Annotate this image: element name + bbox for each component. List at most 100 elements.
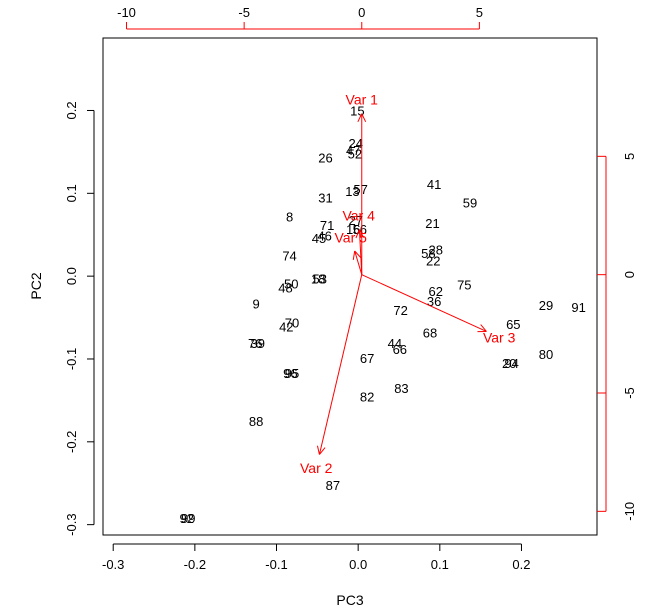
arrow-head <box>361 113 367 123</box>
point-label: 91 <box>571 300 585 315</box>
point-label: 9 <box>252 296 259 311</box>
y-tick-label: -0.2 <box>64 431 79 453</box>
variable-label: Var 5 <box>334 230 367 246</box>
point-label: 94 <box>504 356 518 371</box>
point-label: 67 <box>360 351 374 366</box>
point-label: 75 <box>457 277 471 292</box>
point-label: 82 <box>360 389 374 404</box>
point-label: 39 <box>250 336 264 351</box>
right-tick-label: -5 <box>622 387 637 399</box>
point-label: 22 <box>426 253 440 268</box>
point-label: 13 <box>345 184 359 199</box>
point-label: 95 <box>285 366 299 381</box>
point-label: 24 <box>348 136 362 151</box>
arrow-head <box>355 229 360 239</box>
plot-frame <box>102 37 598 536</box>
point-label: 46 <box>317 229 331 244</box>
variable-arrow <box>354 250 363 275</box>
point-label: 52 <box>348 147 362 162</box>
x-axis-label: PC3 <box>336 592 363 608</box>
right-tick-label: -10 <box>622 502 637 521</box>
point-label: 66 <box>393 342 407 357</box>
point-label: 87 <box>326 478 340 493</box>
right-axis: -10 -5 0 5 <box>597 153 637 521</box>
y-axis-label: PC2 <box>28 272 44 299</box>
top-tick-label: 0 <box>358 5 365 20</box>
point-label: 50 <box>284 277 298 292</box>
x-tick-label: -0.2 <box>184 557 206 572</box>
point-label: 72 <box>393 303 407 318</box>
point-label: 53 <box>313 272 327 287</box>
point-label: 26 <box>318 151 332 166</box>
point-label: 56 <box>353 222 367 237</box>
x-tick-label: 0.1 <box>431 557 449 572</box>
point-label: 44 <box>388 336 402 351</box>
y-tick-label: -0.1 <box>64 348 79 370</box>
point-label: 8 <box>286 210 293 225</box>
point-label: 45 <box>312 231 326 246</box>
point-label: 18 <box>311 272 325 287</box>
point-label: 59 <box>463 195 477 210</box>
point-label: 58 <box>421 246 435 261</box>
point-label: 70 <box>285 316 299 331</box>
point-label: 21 <box>425 216 439 231</box>
x-tick-label: 0.2 <box>512 557 530 572</box>
arrow-head <box>319 447 326 455</box>
point-label: 96 <box>283 366 297 381</box>
y-tick-label: 0.2 <box>64 101 79 119</box>
point-label: 62 <box>429 284 443 299</box>
top-tick-label: -5 <box>238 5 250 20</box>
point-label: 42 <box>279 320 293 335</box>
point-label: 83 <box>394 381 408 396</box>
point-label: 76 <box>248 336 262 351</box>
x-tick-label: -0.1 <box>265 557 287 572</box>
point-label: 47 <box>346 143 360 158</box>
top-tick-label: -10 <box>117 5 136 20</box>
variable-arrow <box>318 274 363 455</box>
x-tick-label: 0.0 <box>349 557 367 572</box>
arrow-head <box>480 324 487 332</box>
arrow-head <box>357 113 363 123</box>
y-tick-label: 0.0 <box>64 267 79 285</box>
point-label: 80 <box>539 347 553 362</box>
variable-arrow <box>358 229 363 275</box>
point-label: 48 <box>278 281 292 296</box>
point-label: 74 <box>282 248 296 263</box>
variable-label: Var 4 <box>342 208 375 224</box>
arrow-head <box>352 250 356 260</box>
point-label: 65 <box>506 317 520 332</box>
point-label: 71 <box>320 218 334 233</box>
arrow-head <box>316 445 320 455</box>
point-label: 57 <box>353 182 367 197</box>
y-tick-label: -0.3 <box>64 513 79 535</box>
arrow-head <box>354 250 362 258</box>
point-label: 36 <box>427 294 441 309</box>
y-tick-label: 0.1 <box>64 184 79 202</box>
point-label: 28 <box>429 243 443 258</box>
arrow-head <box>358 229 365 238</box>
top-tick-label: 5 <box>476 5 483 20</box>
x-tick-label: -0.3 <box>102 557 124 572</box>
top-axis: -10 -5 0 5 <box>117 5 483 30</box>
left-axis: -0.3 -0.2 -0.1 0.0 0.1 0.2 <box>64 101 95 536</box>
point-label: 16 <box>346 222 360 237</box>
right-tick-label: 0 <box>622 271 637 278</box>
point-label: 92 <box>179 511 193 526</box>
point-label: 41 <box>427 177 441 192</box>
point-label: 68 <box>423 325 437 340</box>
variable-arrows: Var 1 Var 2 Var 3 Var 4 Var 5 <box>300 92 516 476</box>
point-label: 99 <box>181 511 195 526</box>
right-tick-label: 5 <box>622 153 637 160</box>
point-label: 88 <box>249 414 263 429</box>
point-label: 29 <box>539 298 553 313</box>
variable-label: Var 2 <box>300 460 333 476</box>
variable-label: Var 3 <box>483 329 516 345</box>
point-label: 27 <box>348 213 362 228</box>
point-label: 31 <box>318 190 332 205</box>
variable-arrow <box>361 274 487 332</box>
variable-label: Var 1 <box>346 92 379 108</box>
bottom-axis: -0.3 -0.2 -0.1 0.0 0.1 0.2 <box>102 543 531 572</box>
point-label: 20 <box>502 356 516 371</box>
